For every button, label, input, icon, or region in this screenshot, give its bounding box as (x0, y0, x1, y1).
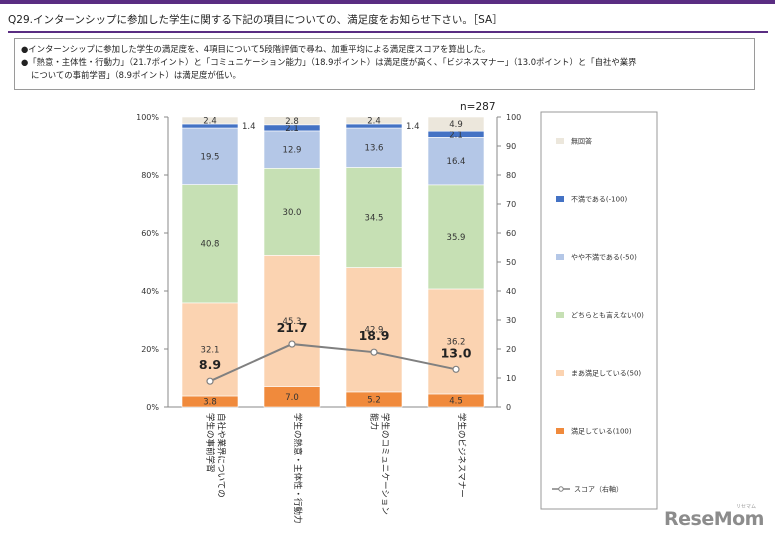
bar-data-label: 4.9 (449, 120, 463, 130)
left-tick-label: 0% (146, 403, 159, 412)
bar-data-label: 42.9 (365, 326, 384, 336)
bar-segment (263, 130, 321, 169)
legend-swatch (556, 312, 564, 318)
legend-swatch (556, 428, 564, 434)
bar-data-label: 32.1 (201, 345, 220, 355)
legend-swatch (556, 138, 564, 144)
right-tick-label: 100 (506, 113, 521, 122)
bar-data-label: 12.9 (283, 146, 302, 156)
score-data-label: 8.9 (199, 357, 221, 372)
bar-data-label: 3.8 (203, 397, 217, 407)
right-tick-label: 60 (506, 229, 516, 238)
category-label: 学生の熱意・主体性・行動力 (292, 413, 303, 524)
right-tick-label: 80 (506, 171, 516, 180)
summary-box: ●インターンシップに参加した学生の満足度を、4項目について5段階評価で尋ね、加重… (14, 38, 755, 90)
bar-data-label: 30.0 (283, 208, 302, 218)
bar-segment (427, 116, 485, 132)
bar-data-label: 35.9 (447, 233, 466, 243)
legend-label: 満足している(100) (571, 428, 632, 436)
right-tick-label: 10 (506, 374, 516, 383)
category-label: 学生のコミュニケーション (380, 413, 391, 515)
right-tick-label: 50 (506, 258, 516, 267)
category-label: 学生の事前学習 (205, 413, 216, 473)
right-tick-label: 90 (506, 142, 516, 151)
left-tick-label: 60% (141, 229, 159, 238)
score-point (370, 348, 378, 356)
summary-line-1: ●インターンシップに参加した学生の満足度を、4項目について5段階評価で尋ね、加重… (21, 44, 491, 54)
left-tick-label: 100% (136, 113, 159, 122)
score-data-label: 13.0 (441, 345, 472, 360)
legend-label: 不満である(-100) (571, 196, 628, 204)
category-label: 学生のビジネスマナー (456, 413, 467, 498)
resemom-logo-kana: リセマム (736, 504, 757, 510)
legend-swatch (556, 196, 564, 202)
bar-data-label: 16.4 (447, 157, 466, 167)
bar-segment (345, 116, 403, 125)
score-point (206, 377, 214, 385)
bar-data-label: 1.4 (242, 122, 256, 132)
bar-data-label: 2.4 (367, 116, 381, 126)
bar-segment (263, 116, 321, 126)
right-tick-label: 70 (506, 200, 516, 209)
score-point (452, 365, 460, 373)
legend-swatch (556, 254, 564, 260)
bar-data-label: 2.8 (285, 117, 299, 127)
bar-data-label: 36.2 (447, 337, 466, 347)
category-label: 能力 (369, 413, 380, 430)
legend-label: 無回答 (571, 137, 592, 146)
bar-data-label: 2.1 (285, 124, 299, 134)
question-title: Q29.インターンシップに参加した学生に関する下記の項目についての、満足度をお知… (8, 12, 768, 33)
right-tick-label: 30 (506, 316, 516, 325)
bar-segment (263, 255, 321, 387)
bar-data-label: 40.8 (201, 240, 220, 250)
left-tick-label: 20% (141, 345, 159, 354)
bar-segment (345, 167, 403, 268)
legend-label: どちらとも言えない(0) (571, 311, 644, 320)
left-tick-label: 40% (141, 287, 159, 296)
bar-segment (181, 116, 239, 125)
sample-size-label: n=287 (460, 101, 496, 113)
bar-data-label: 2.4 (203, 116, 217, 126)
left-tick-label: 80% (141, 171, 159, 180)
right-tick-label: 0 (506, 403, 511, 412)
resemom-logo: ReseMom (664, 508, 764, 530)
bar-data-label: 4.5 (449, 396, 463, 406)
bar-data-label: 19.5 (201, 152, 220, 162)
legend-swatch (556, 370, 564, 376)
bar-data-label: 1.4 (406, 122, 420, 132)
bar-data-label: 5.2 (367, 395, 381, 405)
bar-segment (345, 127, 403, 168)
summary-line-2: ●「熱意・主体性・行動力」（21.7ポイント）と「コミュニケーション能力」（18… (21, 57, 637, 67)
bar-data-label: 7.0 (285, 393, 299, 403)
bar-data-label: 2.1 (449, 130, 463, 140)
legend-label: スコア（右軸） (574, 485, 623, 494)
bar-segment (427, 137, 485, 186)
score-point (288, 340, 296, 348)
bar-segment (181, 184, 239, 304)
score-data-label: 21.7 (277, 320, 308, 335)
summary-line-3: についての事前学習」（8.9ポイント）は満足度が低い。 (31, 70, 241, 80)
bar-data-label: 34.5 (365, 213, 384, 223)
legend-box (540, 111, 658, 510)
score-line (209, 343, 457, 383)
score-data-label: 18.9 (359, 328, 390, 343)
bar-segment (427, 184, 485, 290)
top-accent-rule (0, 0, 775, 4)
bar-data-label: 13.6 (365, 144, 384, 154)
right-tick-label: 40 (506, 287, 516, 296)
bar-data-label: 45.3 (283, 317, 302, 327)
category-label: 自社や業界についての (216, 413, 227, 498)
right-tick-label: 20 (506, 345, 516, 354)
legend-score-marker (558, 486, 564, 492)
bar-segment (427, 288, 485, 395)
bar-segment (263, 168, 321, 256)
legend-label: まあ満足している(50) (571, 370, 641, 378)
bar-segment (345, 267, 403, 393)
legend-label: やや不満である(-50) (571, 254, 637, 262)
